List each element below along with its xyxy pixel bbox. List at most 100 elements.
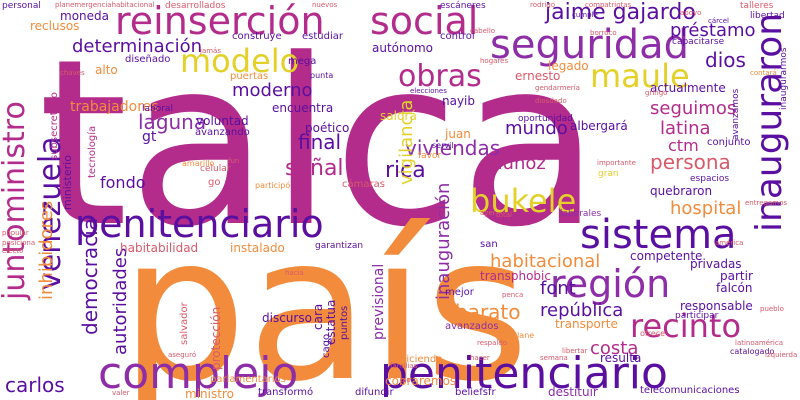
- word-ayer: ayer: [480, 209, 496, 217]
- word-popular: popular: [2, 229, 29, 237]
- word-quebraron: quebraron: [650, 184, 713, 198]
- word-hogares: hogares: [480, 57, 509, 65]
- word-aseguro: aseguró: [168, 351, 197, 359]
- word-juntoministro: juntoministro: [0, 101, 32, 300]
- word-complejo: complejo: [98, 348, 299, 399]
- word-voluntad: voluntad: [196, 114, 249, 128]
- word-autoridades: autoridades: [110, 247, 131, 355]
- word-maule: maule: [590, 57, 690, 95]
- word-senal: señal: [285, 156, 344, 181]
- word-camaras: cámaras: [342, 179, 385, 190]
- word-carlos: carlos: [5, 373, 65, 397]
- word-destituir: destituir: [548, 385, 598, 399]
- word-modelo: modelo: [180, 42, 300, 80]
- word-alto: alto: [95, 63, 118, 77]
- word-espacios: espacios: [690, 174, 730, 184]
- word-america: américa: [715, 239, 744, 247]
- word-avanzados: avanzados: [445, 321, 499, 332]
- word-total: total: [496, 211, 513, 219]
- word-contara: contará: [750, 69, 777, 77]
- word-habitabilidad: habitabilidad: [120, 241, 199, 255]
- word-penitenciario-mid: penitenciario: [75, 202, 324, 246]
- word-catalogado: catalogado: [730, 347, 775, 356]
- word-plane: plane: [512, 331, 535, 340]
- word-costa: costa: [590, 338, 639, 359]
- word-qlo: qlo: [400, 376, 411, 384]
- word-barato: barato: [455, 300, 521, 324]
- word-ernesto: ernesto: [515, 69, 561, 83]
- word-libertad: libertad: [750, 11, 785, 21]
- word-celular: celular: [200, 164, 231, 174]
- word-san: san: [480, 239, 498, 250]
- word-escaneres: escáneres: [440, 1, 486, 11]
- word-borroco: borroco: [590, 29, 617, 37]
- word-beliefsfr: beliefsfr: [455, 387, 496, 398]
- word-inaugurarmos: inaugurarmos: [779, 47, 789, 110]
- word-hacia: hacia: [285, 269, 304, 277]
- word-partir: partir: [720, 269, 753, 283]
- word-nayib: nayib: [442, 94, 476, 108]
- word-electo: electo: [2, 247, 24, 255]
- word-juan: juan: [445, 127, 471, 141]
- word-estudiar: estudiar: [302, 31, 343, 42]
- word-capacitarse: capacitarse: [672, 37, 725, 47]
- word-construye: construye: [232, 31, 282, 42]
- word-salvador: salvador: [179, 302, 190, 345]
- word-poetico: poético: [305, 121, 350, 135]
- word-albergara: albergará: [570, 119, 628, 133]
- word-mundo: mundo: [505, 118, 568, 139]
- word-planemergencia: planemergenciahabitacional: [55, 1, 155, 9]
- word-saldra: saldrá: [380, 109, 417, 123]
- word-cumple: cumple: [572, 11, 598, 19]
- word-conjunto: conjunto: [707, 137, 751, 148]
- word-mejor: mejor: [445, 287, 474, 298]
- word-munoz: muñoz: [485, 153, 546, 174]
- word-familias: familias: [390, 362, 418, 370]
- word-cobraremos: cobraremos: [385, 374, 457, 388]
- word-favor: favor: [418, 151, 442, 161]
- word-hospital: hospital: [670, 198, 742, 219]
- word-semana: semana: [540, 354, 568, 362]
- word-instalado: instalado: [230, 241, 285, 255]
- word-font: font: [540, 278, 576, 299]
- word-carcel: cárcel: [708, 17, 729, 25]
- word-discurso: discurso: [262, 311, 312, 325]
- word-tecnologia: tecnología: [87, 125, 98, 178]
- word-proteccion: protección: [209, 306, 223, 370]
- word-persona: persona: [650, 150, 731, 174]
- word-pais: país: [120, 193, 530, 400]
- word-latinoamerica: latinoamérica: [735, 339, 784, 347]
- word-ministro: ministro: [185, 387, 234, 400]
- word-rodrigo: rodrigo: [530, 1, 555, 9]
- word-previsional: previsional: [371, 263, 387, 340]
- word-penca: penca: [502, 291, 524, 299]
- word-compatriotas: compatriotas: [585, 1, 632, 9]
- word-talleres: talleres: [740, 1, 774, 11]
- word-apoyo: apoyo: [680, 9, 702, 17]
- word-participo: participó: [255, 181, 291, 190]
- word-jaime-gajardo: jaime gajardo: [545, 0, 696, 25]
- word-resulta: resulta: [600, 351, 642, 365]
- word-seguridad: seguridad: [490, 22, 690, 68]
- word-go: go: [208, 177, 221, 188]
- word-bukele: bukele: [470, 182, 577, 220]
- word-sistema: sistema: [580, 212, 737, 258]
- word-difundir: difundir: [355, 387, 394, 398]
- word-izquierda: izquierda: [765, 351, 798, 359]
- word-valer: valer: [112, 389, 130, 397]
- word-legado: legado: [548, 59, 589, 73]
- word-moneda: moneda: [60, 9, 109, 23]
- word-diosdado: diosdado: [535, 97, 567, 105]
- word-disenado: diseñado: [125, 54, 171, 65]
- word-punta: punta: [310, 71, 334, 80]
- word-fondo: fondo: [100, 173, 146, 192]
- word-reinsercion: reinserción: [115, 0, 325, 43]
- word-parlamentarios: parlamentarios: [210, 374, 286, 385]
- word-autonomo: autónomo: [372, 41, 433, 55]
- word-puntos: puntos: [339, 305, 350, 340]
- word-diciendo: diciendo: [400, 354, 443, 365]
- word-responsable: responsable: [680, 299, 753, 313]
- word-reclusos: reclusos: [30, 19, 80, 33]
- word-libertar: libertar: [562, 347, 588, 355]
